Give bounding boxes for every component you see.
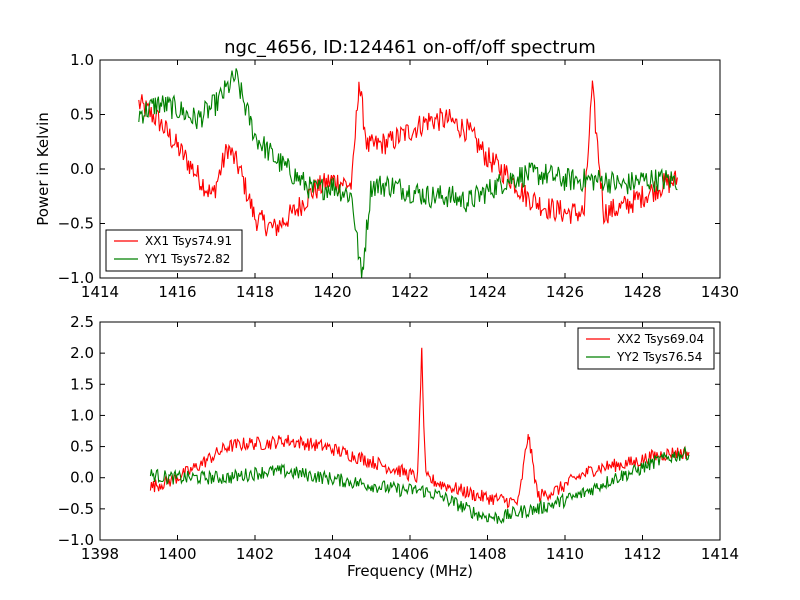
series-line-xx1 [138, 80, 678, 237]
top-legend: XX1 Tsys74.91 YY1 Tsys72.82 [105, 229, 243, 272]
top-axes: 1414 1416 1418 1420 1422 1424 1426 1428 1430 −1.0… [58, 51, 740, 301]
legend-label-xx2: XX2 Tsys69.04 [617, 332, 704, 346]
legend-label-xx1: XX1 Tsys74.91 [145, 234, 232, 248]
series-line-yy2 [149, 446, 690, 525]
bottom-y-tick-label: 1.0 [70, 406, 94, 424]
top-y-tick-label: −0.5 [58, 215, 94, 233]
bottom-x-tick-label: 1410 [546, 545, 584, 563]
bottom-x-tick-label: 1398 [81, 545, 119, 563]
bottom-x-tick-label: 1406 [391, 545, 429, 563]
top-x-tick-label: 1424 [468, 283, 506, 301]
legend-label-yy2: YY2 Tsys76.54 [616, 350, 702, 364]
top-y-axis-label: Power in Kelvin [34, 112, 52, 226]
top-y-tick-label: 0.0 [70, 160, 94, 178]
top-legend-box [105, 229, 243, 272]
top-series-layer [138, 68, 678, 278]
bottom-x-tick-label: 1408 [468, 545, 506, 563]
bottom-legend-box [577, 327, 715, 370]
series-line-yy1 [138, 68, 678, 278]
bottom-y-tick-label: −0.5 [58, 500, 94, 518]
bottom-x-tick-label: 1400 [158, 545, 196, 563]
bottom-panel: Frequency (MHz) 1398 1400 1402 1404 1406 1408… [58, 313, 740, 580]
top-x-tick-label: 1418 [236, 283, 274, 301]
bottom-x-axis-label: Frequency (MHz) [347, 562, 473, 580]
bottom-series-layer [149, 347, 690, 525]
top-chart-title: ngc_4656, ID:124461 on-off/off spectrum [224, 37, 596, 58]
bottom-y-tick-label: 2.5 [70, 313, 94, 331]
bottom-axes: 1398 1400 1402 1404 1406 1408 1410 1412 1414 −1.0… [58, 313, 740, 563]
top-x-tick-label: 1428 [623, 283, 661, 301]
top-y-tick-label: 1.0 [70, 51, 94, 69]
bottom-x-tick-label: 1402 [236, 545, 274, 563]
top-x-tick-label: 1426 [546, 283, 584, 301]
top-y-tick-label: 0.5 [70, 106, 94, 124]
top-x-tick-label: 1414 [81, 283, 119, 301]
top-x-tick-label: 1420 [313, 283, 351, 301]
top-x-tick-label: 1416 [158, 283, 196, 301]
bottom-y-tick-label: 0.5 [70, 438, 94, 456]
top-panel: ngc_4656, ID:124461 on-off/off spectrum … [34, 37, 739, 301]
top-x-tick-label: 1422 [391, 283, 429, 301]
series-line-xx2 [149, 347, 690, 509]
bottom-x-tick-label: 1404 [313, 545, 351, 563]
bottom-y-tick-label: 1.5 [70, 375, 94, 393]
bottom-y-tick-label: 2.0 [70, 344, 94, 362]
bottom-legend: XX2 Tsys69.04 YY2 Tsys76.54 [577, 327, 715, 370]
bottom-y-tick-label: 0.0 [70, 469, 94, 487]
bottom-x-tick-label: 1414 [701, 545, 739, 563]
bottom-x-tick-label: 1412 [623, 545, 661, 563]
bottom-y-tick-label: −1.0 [58, 531, 94, 549]
legend-label-yy1: YY1 Tsys72.82 [144, 252, 230, 266]
top-x-tick-label: 1430 [701, 283, 739, 301]
top-y-tick-label: −1.0 [58, 269, 94, 287]
